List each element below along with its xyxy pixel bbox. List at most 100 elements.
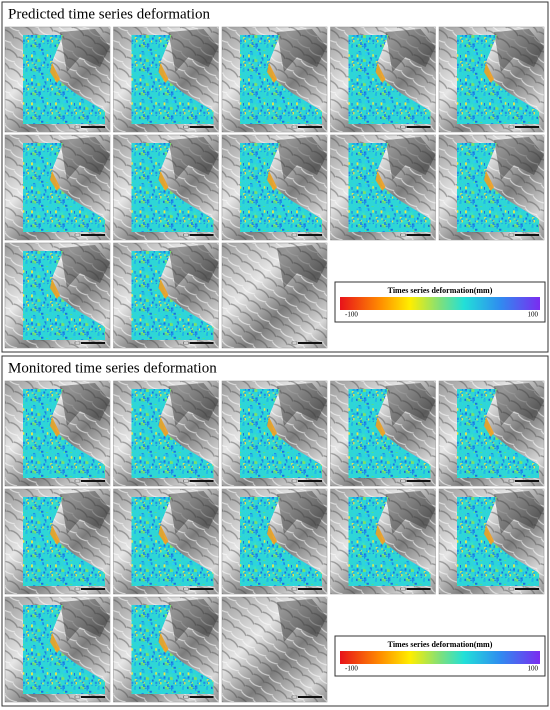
relief-dark [168,491,219,534]
scale-bar-seg [400,233,406,237]
map-tile [113,134,219,241]
scale-bar [298,126,322,128]
scale-bar [406,588,431,590]
deformation-hotspot [50,171,60,191]
scale-bar [189,480,214,482]
scale-bar [406,234,431,236]
scale-bar [189,234,214,236]
deformation-hotspot [267,63,277,83]
scale-bar [406,126,431,128]
scale-bar-seg [291,695,298,699]
scale-bar-seg [183,125,189,129]
map-tile [221,488,328,595]
map-tile [330,380,436,487]
map-tile [113,596,219,703]
scale-bar-seg [183,695,189,699]
colorbar-label: Times series deformation(mm) [388,286,493,295]
relief-dark [168,599,219,642]
relief-dark [60,599,110,642]
deformation-hotspot [50,63,60,83]
relief-dark [277,137,327,180]
deformation-area [131,389,214,478]
scale-bar [515,588,539,590]
map-tile [330,134,436,241]
map-tile [113,26,219,133]
map-tile [113,242,219,349]
relief-dark [385,383,436,426]
deformation-area [240,143,322,232]
deformation-area [131,251,214,340]
relief-dark [60,245,110,288]
map-tile [221,596,328,703]
colorbar [340,651,540,664]
map-tile [221,134,328,241]
colorbar-max: 100 [528,665,539,673]
scale-bar [298,696,322,698]
deformation-area [131,605,214,694]
deformation-hotspot [484,417,494,437]
deformation-area [23,389,105,478]
deformation-area [131,143,214,232]
deformation-hotspot [267,171,277,191]
scale-bar-seg [183,479,189,483]
map-tile [4,488,111,595]
scale-bar-seg [508,587,515,591]
scale-bar-seg [183,587,189,591]
map-tile [4,242,111,349]
deformation-hotspot [158,525,169,545]
scale-bar-seg [291,479,298,483]
deformation-area [131,35,214,124]
scale-bar [298,588,322,590]
deformation-hotspot [375,171,386,191]
deformation-area [348,35,431,124]
deformation-hotspot [484,63,494,83]
scale-bar-seg [183,341,189,345]
deformation-area [348,143,431,232]
scale-bar-seg [508,479,515,483]
map-tile [4,26,111,133]
map-tile [113,488,219,595]
deformation-area [348,389,431,478]
scale-bar [81,126,105,128]
relief-dark [168,245,219,288]
relief-dark [277,599,327,642]
map-tile [438,380,545,487]
scale-bar [189,588,214,590]
relief-dark [494,491,544,534]
deformation-area [23,497,105,586]
deformation-area [240,389,322,478]
scale-bar-seg [74,695,81,699]
map-tile [438,134,545,241]
deformation-hotspot [484,525,494,545]
relief-dark [277,29,327,72]
relief-dark [494,383,544,426]
scale-bar [81,588,105,590]
panel-frame [1,1,549,353]
deformation-hotspot [158,63,169,83]
relief-dark [494,137,544,180]
relief [222,597,327,702]
map-tile [221,242,328,349]
deformation-area [23,251,105,340]
relief-dark [385,29,436,72]
relief-dark [385,137,436,180]
colorbar-min: -100 [345,311,358,319]
deformation-area [240,497,322,586]
scale-bar-seg [291,125,298,129]
map-tile [438,488,545,595]
scale-bar-seg [291,233,298,237]
relief-dark [494,29,544,72]
deformation-hotspot [50,525,60,545]
map-tile [438,26,545,133]
relief-dark [385,491,436,534]
scale-bar [81,480,105,482]
scale-bar [515,234,539,236]
deformation-hotspot [267,417,277,437]
scale-bar [81,234,105,236]
relief-dark [60,29,110,72]
relief-dark [168,383,219,426]
relief-dark [277,383,327,426]
scale-bar [81,696,105,698]
